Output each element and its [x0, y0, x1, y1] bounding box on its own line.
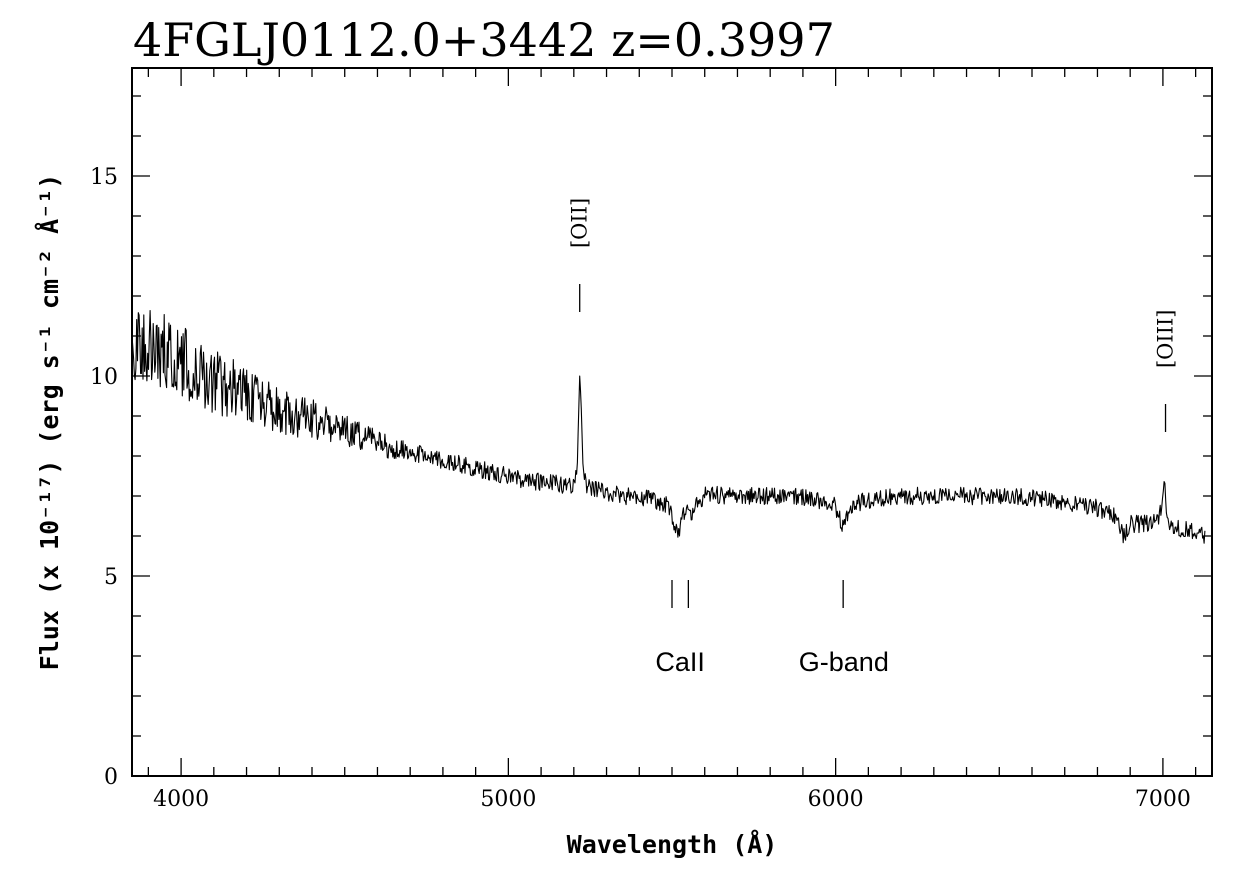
y-tick-label: 10 [90, 365, 118, 390]
annotation-label: CaII [655, 647, 705, 677]
axis-tick-labels: 4000 5000 6000 7000 0 5 10 15 [90, 165, 1191, 812]
x-tick-label: 5000 [480, 787, 536, 812]
plot-frame [131, 67, 1213, 777]
x-tick-label: 7000 [1135, 787, 1191, 812]
spectrum-line [131, 310, 1206, 544]
y-tick-label: 15 [90, 165, 118, 190]
y-tick-label: 5 [104, 565, 118, 590]
y-tick-label: 0 [104, 765, 118, 790]
x-axis-label: Wavelength (Å) [567, 830, 778, 859]
x-tick-label: 4000 [153, 787, 209, 812]
annotation-label: [OIII] [1154, 310, 1178, 369]
chart-title: 4FGLJ0112.0+3442 z=0.3997 [133, 13, 835, 67]
axis-ticks [132, 68, 1212, 776]
annotation-label: G-band [799, 647, 889, 677]
y-axis-label: Flux (x 10⁻¹⁷) (erg s⁻¹ cm⁻² Å⁻¹) [35, 174, 64, 671]
line-annotations: [OII] [OIII] CaII G-band [568, 198, 1178, 677]
x-tick-label: 6000 [808, 787, 864, 812]
annotation-label: [OII] [568, 198, 592, 248]
